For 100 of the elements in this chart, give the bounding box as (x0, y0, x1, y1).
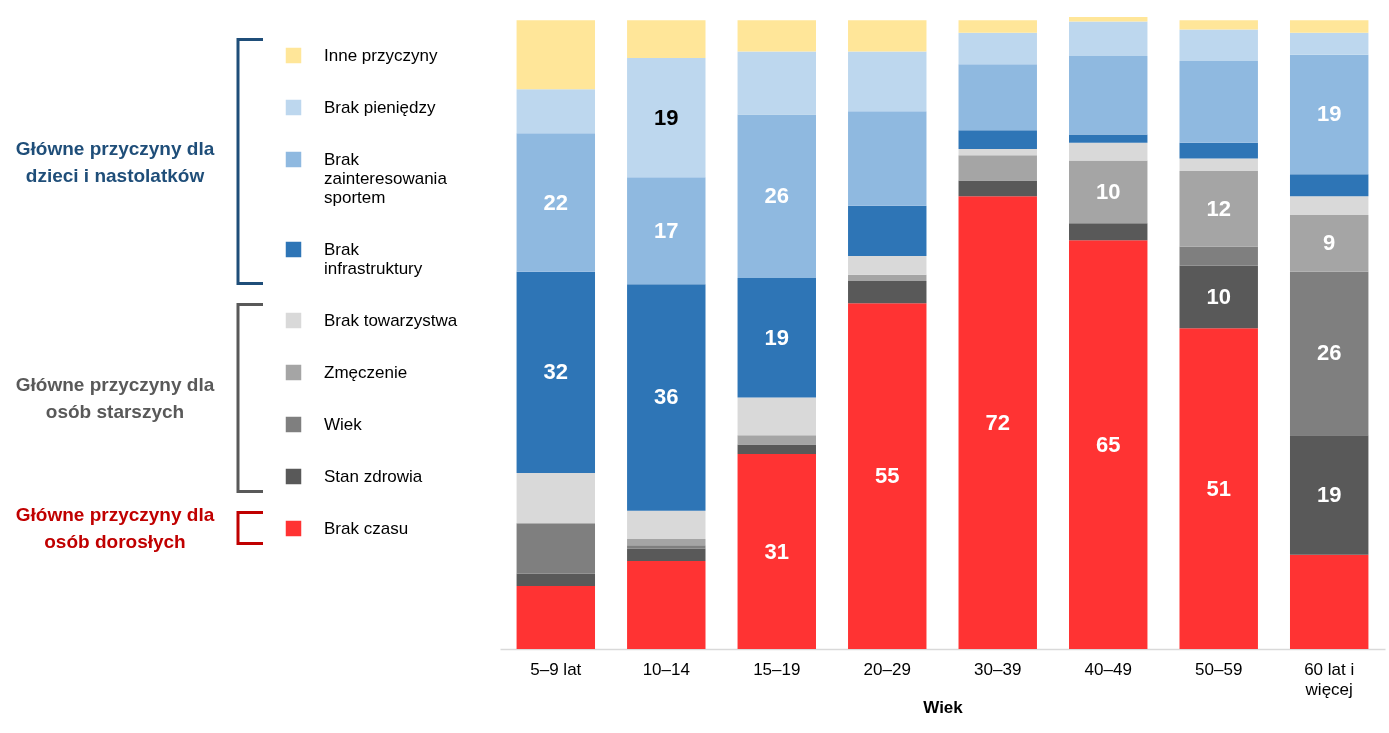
legend-label: Inne przyczyny (324, 45, 438, 65)
bar (737, 454, 816, 649)
data-label: 26 (1316, 340, 1342, 366)
bar (1179, 142, 1258, 159)
bar (737, 444, 816, 455)
legend-label: Brak czasu (324, 518, 409, 538)
bar (1289, 554, 1369, 649)
bar (1289, 32, 1369, 55)
bar (848, 111, 927, 206)
x-tick-label: 10–14 (642, 659, 690, 679)
text: Główne przyczyny dla osób dorosłych (14, 503, 216, 554)
bar (848, 281, 927, 304)
data-label: 36 (654, 384, 679, 410)
bar (1289, 435, 1369, 555)
data-label: 19 (764, 324, 790, 350)
bar (1069, 160, 1148, 224)
bar (1179, 171, 1258, 247)
bar (1069, 17, 1148, 22)
legend-label: Wiek (324, 414, 363, 434)
bar (1179, 246, 1258, 266)
legend-label: Zmęczenie (324, 362, 408, 382)
data-label: 26 (764, 183, 790, 209)
bar (627, 538, 706, 546)
bar (737, 435, 816, 445)
bar (516, 89, 596, 134)
data-label: 72 (985, 409, 1010, 435)
bar (848, 255, 927, 275)
bar (1069, 223, 1148, 241)
bar (1289, 196, 1369, 216)
bar (516, 271, 596, 473)
x-tick-label: 15–19 (753, 659, 801, 679)
x-tick-label: 5–9 lat (530, 659, 582, 679)
data-label: 51 (1206, 475, 1231, 501)
bar (1069, 134, 1148, 143)
bar (848, 20, 927, 52)
text: Główne przyczyny dla osób starszych (14, 373, 216, 424)
bar (1289, 20, 1369, 33)
bar (627, 545, 706, 549)
bar (516, 20, 596, 90)
x-tick-label: 20–29 (863, 659, 911, 679)
bar (1179, 265, 1258, 329)
bar (627, 560, 706, 649)
bar (737, 277, 816, 398)
data-label: 55 (875, 463, 900, 489)
bar (1179, 20, 1258, 30)
bar (958, 130, 1037, 150)
bar (958, 155, 1037, 181)
legend-label: Brak towarzystwa (324, 310, 458, 330)
data-label: 22 (543, 189, 569, 215)
bar (737, 20, 816, 52)
x-tick-label: 60 lat i więcej (1304, 659, 1355, 699)
x-tick-label: 50–59 (1195, 659, 1243, 679)
data-label: 19 (1316, 101, 1342, 127)
data-label: 12 (1206, 195, 1231, 221)
legend-label: Brak pieniędzy (324, 97, 436, 117)
bar (1069, 21, 1148, 56)
bar (627, 20, 706, 58)
data-label: 17 (654, 217, 679, 243)
bar (1179, 328, 1258, 649)
legend-label: Brak zainteresowania sportem (324, 149, 448, 207)
data-label: 10 (1206, 283, 1231, 309)
bar (1289, 271, 1369, 436)
bar (958, 20, 1037, 33)
data-label: 19 (1316, 481, 1342, 507)
bar (1179, 29, 1258, 62)
bar (958, 180, 1037, 197)
data-label: 19 (654, 104, 679, 130)
data-label: 65 (1095, 431, 1121, 457)
bar (1289, 54, 1369, 175)
bar (737, 114, 816, 278)
bar (1069, 142, 1148, 161)
text: Główne przyczyny dla dzieci i nastolatków (14, 136, 216, 188)
bar (516, 573, 596, 587)
bar (627, 57, 706, 178)
bar (1179, 61, 1258, 143)
data-label: 9 (1323, 230, 1336, 256)
bar (1069, 55, 1148, 135)
bar (1289, 174, 1369, 197)
bar (516, 472, 596, 524)
bar (516, 586, 596, 649)
legend-label: Stan zdrowia (324, 466, 423, 486)
bar (848, 274, 927, 282)
bar (1289, 215, 1369, 272)
bar (958, 32, 1037, 65)
x-tick-label: 40–49 (1084, 659, 1132, 679)
bar (848, 205, 927, 256)
x-tick-label: 30–39 (974, 659, 1022, 679)
bar (737, 397, 816, 436)
bar (848, 303, 927, 649)
data-label: 10 (1095, 178, 1121, 204)
bar (958, 196, 1037, 649)
bar (516, 133, 596, 272)
bar (848, 51, 927, 112)
bar (627, 284, 706, 511)
bar (1069, 240, 1148, 649)
bar (958, 64, 1037, 131)
legend-label: Brak infrastruktury (324, 239, 423, 278)
data-label: 31 (764, 538, 790, 564)
bar (1179, 158, 1258, 172)
bar (737, 51, 816, 115)
